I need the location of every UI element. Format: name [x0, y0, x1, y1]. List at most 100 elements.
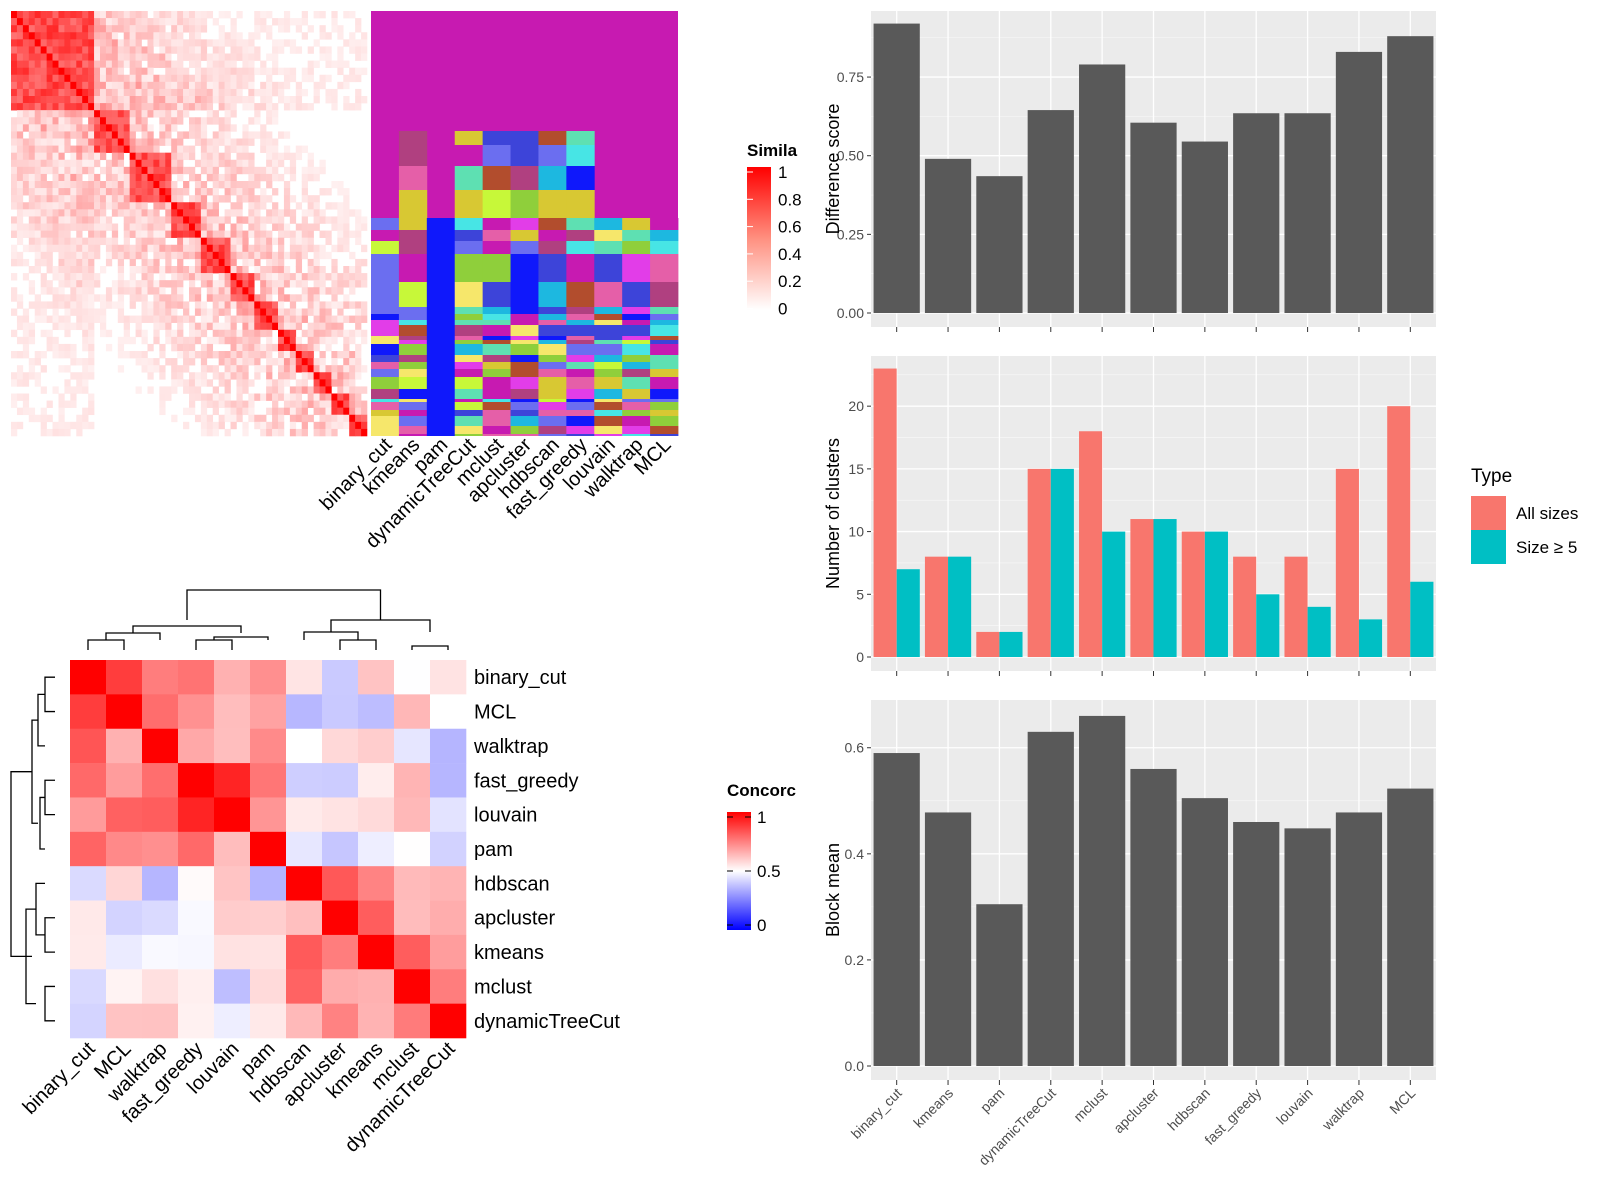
similarity-cell	[272, 237, 279, 246]
similarity-cell	[100, 124, 107, 132]
concordance-cell	[178, 969, 215, 1004]
similarity-cell	[183, 273, 190, 281]
similarity-cell	[22, 81, 30, 90]
similarity-cell	[22, 258, 30, 267]
similarity-cell	[206, 53, 214, 61]
similarity-cell	[165, 315, 172, 323]
similarity-cell	[194, 159, 202, 168]
cluster-cell	[510, 230, 539, 241]
similarity-cell	[88, 124, 95, 132]
similarity-cell	[11, 96, 18, 104]
cluster-cell	[566, 336, 595, 340]
similarity-cell	[254, 53, 261, 61]
similarity-cell	[82, 103, 89, 111]
similarity-cell	[183, 152, 190, 161]
similarity-cell	[242, 67, 249, 76]
similarity-cell	[141, 365, 148, 373]
concordance-row-label: fast_greedy	[474, 770, 579, 792]
similarity-cell	[123, 96, 130, 104]
similarity-cell	[153, 103, 160, 111]
similarity-cell	[189, 173, 196, 182]
similarity-cell	[194, 209, 202, 217]
similarity-cell	[212, 209, 219, 217]
similarity-cell	[111, 287, 119, 295]
similarity-cell	[147, 188, 154, 196]
similarity-cell	[159, 372, 166, 380]
bar	[976, 904, 1023, 1066]
similarity-cell	[319, 74, 326, 83]
similarity-cell	[337, 308, 344, 316]
similarity-cell	[343, 60, 350, 68]
similarity-cell	[337, 32, 344, 40]
similarity-cell	[278, 159, 285, 168]
similarity-cell	[11, 273, 18, 281]
similarity-cell	[278, 131, 285, 139]
similarity-cell	[58, 173, 65, 182]
similarity-cell	[40, 138, 47, 146]
similarity-cell	[189, 251, 196, 260]
cluster-cell	[371, 325, 400, 336]
similarity-cell	[111, 223, 119, 231]
cluster-cell	[510, 389, 539, 399]
similarity-cell	[16, 74, 24, 83]
similarity-cell	[76, 131, 83, 139]
similarity-cell	[100, 131, 107, 139]
similarity-cell	[52, 96, 59, 104]
cluster-cell	[622, 416, 651, 426]
similarity-cell	[64, 244, 71, 253]
similarity-cell	[76, 414, 83, 423]
similarity-cell	[147, 60, 154, 68]
similarity-cell	[141, 166, 148, 175]
bar-size-ge-5	[999, 631, 1023, 657]
cluster-cell	[510, 131, 539, 145]
similarity-cell	[111, 74, 119, 83]
similarity-cell	[100, 237, 107, 246]
similarity-cell	[70, 11, 77, 19]
similarity-cell	[16, 336, 24, 345]
cluster-cell	[426, 254, 456, 282]
similarity-cell	[147, 365, 154, 373]
similarity-cell	[58, 287, 65, 295]
similarity-cell	[349, 393, 356, 401]
concordance-cell	[214, 797, 251, 833]
similarity-cell	[123, 74, 130, 83]
similarity-cell	[129, 81, 136, 90]
similarity-cell	[254, 244, 261, 253]
cluster-cell	[482, 344, 511, 355]
similarity-heatmap	[11, 11, 368, 437]
similarity-cell	[254, 343, 261, 352]
similarity-cell	[289, 372, 297, 380]
similarity-cell	[82, 124, 89, 132]
similarity-cell	[343, 96, 350, 104]
similarity-cell	[361, 32, 368, 40]
similarity-cell	[94, 216, 101, 224]
similarity-cell	[171, 32, 178, 40]
legend-label-size-ge-5: Size ≥ 5	[1516, 538, 1577, 557]
similarity-cell	[212, 145, 219, 153]
similarity-cell	[200, 145, 208, 153]
similarity-cell	[76, 117, 83, 125]
similarity-cell	[307, 358, 314, 366]
similarity-cell	[242, 138, 249, 146]
similarity-cell	[16, 18, 24, 26]
cluster-cell	[594, 218, 623, 230]
concordance-cell	[322, 866, 359, 901]
similarity-cell	[283, 202, 291, 210]
similarity-cell	[11, 131, 18, 139]
concordance-cell	[250, 728, 287, 764]
similarity-cell	[349, 209, 356, 217]
similarity-cell	[147, 343, 154, 352]
similarity-cell	[64, 74, 71, 83]
similarity-cell	[266, 32, 273, 40]
similarity-cell	[141, 195, 148, 203]
cluster-cell	[510, 314, 539, 320]
similarity-cell	[254, 202, 261, 210]
concordance-cell	[250, 763, 287, 798]
similarity-cell	[34, 294, 41, 302]
similarity-cell	[319, 273, 326, 281]
similarity-cell	[135, 244, 142, 253]
x-category-label: pam	[977, 1085, 1008, 1116]
similarity-cell	[165, 294, 172, 302]
cluster-cell	[454, 336, 484, 340]
y-tick-label: 0.00	[837, 305, 864, 321]
